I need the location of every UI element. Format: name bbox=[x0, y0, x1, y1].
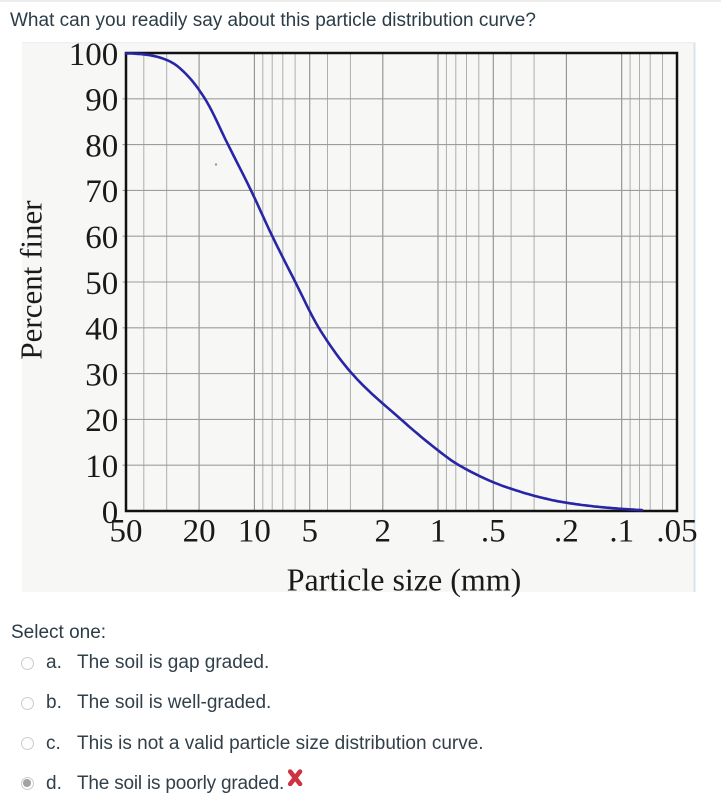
svg-text:80: 80 bbox=[85, 128, 118, 164]
svg-text:1: 1 bbox=[430, 514, 447, 550]
svg-text:2: 2 bbox=[375, 514, 392, 550]
svg-text:20: 20 bbox=[183, 514, 216, 550]
svg-text:40: 40 bbox=[85, 312, 118, 348]
svg-text:90: 90 bbox=[85, 83, 118, 119]
svg-text:.5: .5 bbox=[481, 514, 506, 550]
svg-text:20: 20 bbox=[85, 403, 118, 439]
svg-text:30: 30 bbox=[85, 357, 118, 393]
svg-text:50: 50 bbox=[110, 514, 143, 550]
svg-text:50: 50 bbox=[85, 266, 118, 302]
svg-text:100: 100 bbox=[69, 37, 119, 73]
svg-text:Particle size (mm): Particle size (mm) bbox=[287, 562, 522, 598]
svg-text:Percent finer: Percent finer bbox=[14, 200, 49, 360]
svg-text:.05: .05 bbox=[656, 514, 697, 550]
svg-text:10: 10 bbox=[238, 514, 271, 550]
svg-text:5: 5 bbox=[301, 514, 318, 550]
svg-text:.2: .2 bbox=[554, 514, 579, 550]
svg-text:.1: .1 bbox=[609, 514, 634, 550]
svg-text:60: 60 bbox=[85, 220, 118, 256]
svg-text:0: 0 bbox=[102, 495, 119, 531]
svg-text:10: 10 bbox=[85, 449, 118, 485]
svg-text:70: 70 bbox=[85, 174, 118, 210]
